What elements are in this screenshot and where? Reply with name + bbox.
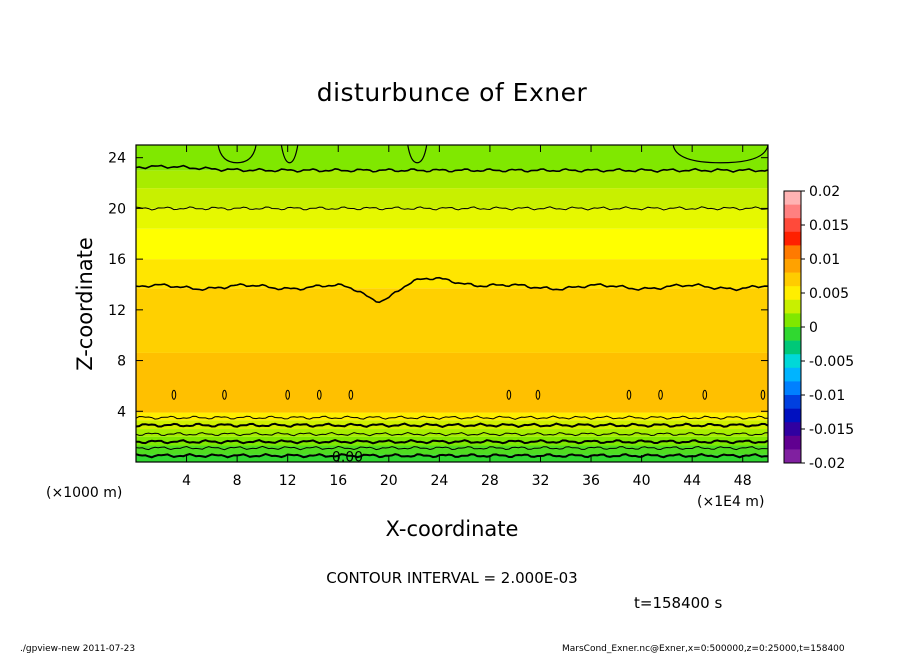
colorbar-segment-1	[784, 204, 801, 219]
colorbar-segment-10	[784, 327, 801, 341]
contour-band-6	[136, 352, 768, 413]
y-axis-ticks: 4 8 12 16 20 24	[108, 151, 768, 420]
colorbar-label-7: -0.015	[809, 422, 854, 438]
colorbar-segment-4	[784, 245, 801, 260]
colorbar-label-6: -0.01	[809, 388, 845, 404]
colorbar-segment-13	[784, 367, 801, 382]
small-contour-8	[658, 389, 663, 400]
small-contour-2	[285, 389, 290, 400]
x-tick-label-5: 24	[430, 473, 448, 489]
contour-band-10	[136, 208, 768, 229]
contour-band-3	[136, 429, 768, 437]
contour-line-8	[136, 164, 768, 173]
x-tick-label-0: 4	[182, 473, 191, 489]
small-contour-5	[506, 389, 512, 400]
x-tick-label-8: 36	[582, 473, 600, 489]
x-tick-label-3: 16	[329, 473, 347, 489]
small-contour-10	[760, 389, 766, 400]
contour-line-6	[136, 206, 768, 211]
y-tick-label-0: 4	[117, 404, 126, 420]
y-tick-label-5: 24	[108, 151, 126, 167]
colorbar-label-4: 0	[809, 320, 818, 336]
colorbar-label-3: 0.005	[809, 286, 849, 302]
colorbar-segment-15	[784, 395, 801, 409]
colorbar-segment-9	[784, 313, 801, 328]
top-contour-patch-1	[280, 145, 299, 164]
contour-value-label: 0.00	[332, 449, 363, 465]
contour-band-8	[136, 259, 768, 289]
contour-interval-note: CONTOUR INTERVAL = 2.000E-03	[326, 569, 577, 587]
contour-line-4	[136, 422, 768, 428]
small-contour-7	[626, 389, 632, 400]
contour-line-0	[136, 452, 768, 459]
colorbar-segment-2	[784, 218, 801, 233]
small-contour-9	[702, 389, 708, 400]
colorbar-segment-0	[784, 191, 801, 205]
colorbar-label-0: 0.02	[809, 184, 840, 200]
colorbar-segment-7	[784, 286, 801, 301]
x-tick-label-1: 8	[233, 473, 242, 489]
contour-line-2	[136, 439, 768, 445]
contour-line-5	[136, 415, 768, 420]
contour-line-3	[136, 431, 768, 437]
colorbar-segment-6	[784, 272, 801, 287]
contour-band-0	[136, 454, 768, 462]
y-tick-label-3: 16	[108, 252, 126, 268]
colorbar-label-8: -0.02	[809, 456, 845, 472]
colorbar-segment-19	[784, 449, 801, 464]
contour-band-9	[136, 228, 768, 260]
colorbar-segment-17	[784, 422, 801, 437]
plot-area: 0.00	[135, 144, 769, 465]
x-axis-label: X-coordinate	[386, 517, 519, 541]
small-contour-3	[316, 389, 322, 400]
colorbar-segment-11	[784, 340, 801, 355]
small-contour-0	[171, 389, 177, 400]
x-tick-label-7: 32	[532, 473, 550, 489]
colorbar-segment-18	[784, 435, 801, 450]
small-contour-6	[535, 389, 541, 400]
contour-band-13	[136, 145, 768, 171]
top-contour-patch-0	[217, 145, 257, 164]
plot-content	[136, 145, 768, 462]
colorbar: 0.02 0.015 0.01 0.005 0 -0.005 -0.01 -0.015 -0.0…	[783, 184, 854, 472]
x-unit-label: (×1000 m)	[46, 485, 122, 501]
x-tick-label-11: 48	[734, 473, 752, 489]
footer-right: MarsCond_Exner.nc@Exner,x=0:500000,z=0:2…	[562, 644, 845, 654]
y-tick-label-4: 20	[108, 201, 126, 217]
contour-band-2	[136, 436, 768, 446]
colorbar-segment-12	[784, 354, 801, 369]
plot-frame	[135, 144, 769, 463]
contour-band-12	[136, 170, 768, 189]
small-contour-1	[222, 389, 227, 400]
colorbar-segment-3	[784, 231, 801, 246]
contour-line-1	[136, 445, 768, 451]
contour-band-7	[136, 288, 768, 353]
colorbar-segment-5	[784, 259, 801, 273]
contour-line-7	[136, 276, 768, 304]
top-contour-patch-3	[672, 145, 768, 164]
footer-left: ./gpview-new 2011-07-23	[20, 644, 135, 654]
y-axis-label: Z-coordinate	[73, 237, 97, 371]
colorbar-label-5: -0.005	[809, 354, 854, 370]
colorbar-label-1: 0.015	[809, 218, 849, 234]
x-tick-label-2: 12	[279, 473, 297, 489]
colorbar-segment-14	[784, 381, 801, 396]
x-tick-label-6: 28	[481, 473, 499, 489]
y-tick-label-2: 12	[108, 303, 126, 319]
y-tick-label-1: 8	[117, 354, 126, 370]
colorbar-segment-16	[784, 408, 801, 423]
x-axis-ticks: 4 8 12 16 20 24 28 32 36 40 44 48	[182, 145, 752, 489]
x-tick-label-4: 20	[380, 473, 398, 489]
contour-band-11	[136, 188, 768, 209]
time-label: t=158400 s	[634, 594, 722, 612]
colorbar-segment-8	[784, 299, 801, 314]
x-tick-label-10: 44	[683, 473, 701, 489]
x-tick-label-9: 40	[633, 473, 651, 489]
top-contour-patch-2	[407, 145, 428, 164]
chart-title: disturbunce of Exner	[317, 78, 588, 107]
small-contour-4	[348, 389, 354, 400]
x-scale-note: (×1E4 m)	[697, 494, 764, 510]
colorbar-label-2: 0.01	[809, 252, 840, 268]
